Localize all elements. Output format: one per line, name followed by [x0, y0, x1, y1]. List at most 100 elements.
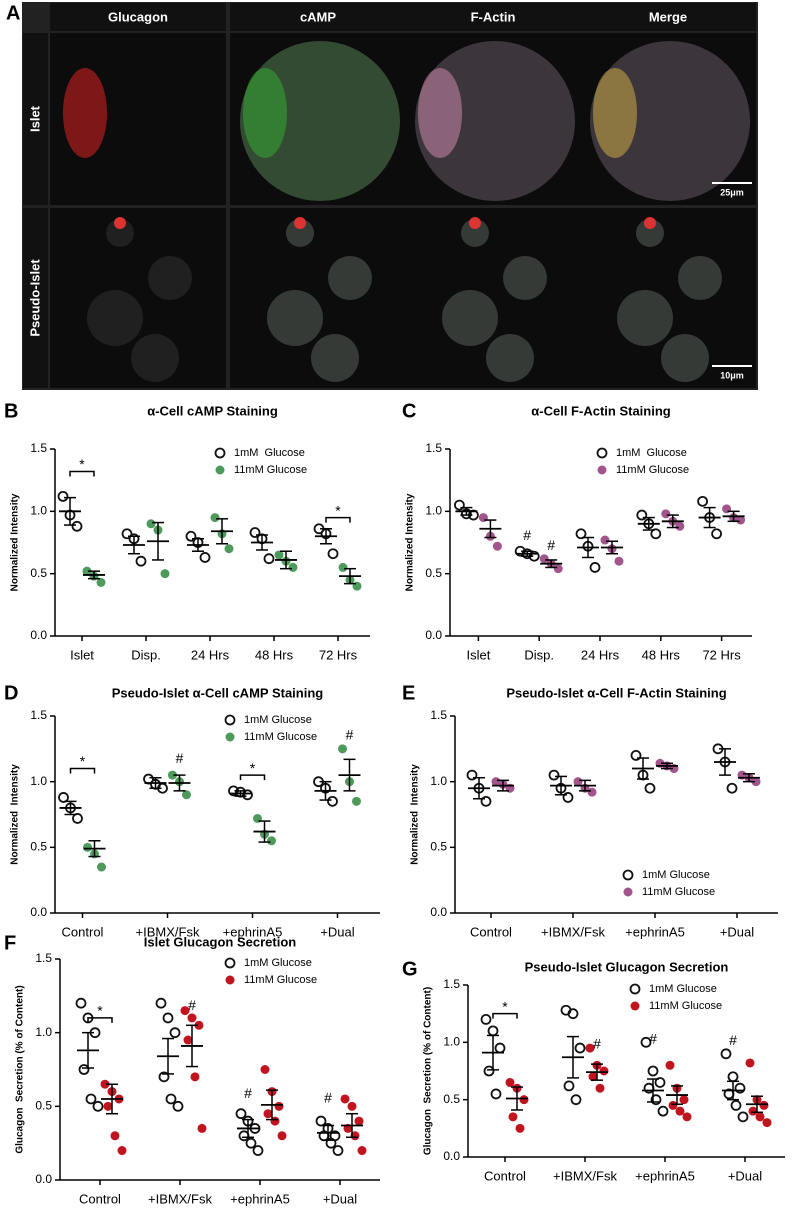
data-point	[187, 1013, 197, 1023]
data-point	[562, 792, 574, 803]
data-point	[327, 795, 338, 807]
data-point	[162, 1012, 174, 1024]
panel-letter: G	[402, 958, 418, 980]
legend-marker	[224, 714, 236, 726]
data-point	[487, 1025, 499, 1037]
data-point	[146, 519, 156, 529]
data-point	[260, 1065, 270, 1074]
stain	[644, 217, 656, 229]
cell-cluster	[267, 290, 323, 346]
data-point	[199, 552, 211, 563]
data-point	[585, 1043, 595, 1053]
data-point	[155, 997, 167, 1009]
data-point	[245, 1137, 257, 1149]
hash-marker: #	[324, 1090, 332, 1106]
data-point	[599, 1066, 609, 1076]
data-point	[644, 782, 656, 794]
data-point	[288, 562, 298, 572]
y-tick-label: 1.0	[443, 1035, 460, 1049]
data-point	[182, 790, 191, 800]
significance-label: *	[250, 760, 256, 776]
data-point	[274, 550, 284, 560]
data-point	[587, 787, 597, 797]
chart: F Islet Glucagon Secretion Glucagon Secret…	[4, 932, 380, 1206]
chart: G Pseudo-Islet Glucagon Secretion Glucagon…	[402, 958, 785, 1183]
column-header: cAMP	[300, 9, 336, 24]
data-point	[573, 777, 583, 787]
panel-letter: A	[6, 2, 20, 24]
stain	[593, 68, 637, 158]
data-point	[727, 1071, 739, 1083]
data-point	[92, 1100, 104, 1112]
data-point	[158, 1071, 170, 1083]
data-point	[235, 1108, 247, 1120]
data-point	[588, 1072, 598, 1082]
x-tick-label: +ephrinA5	[625, 924, 685, 939]
legend-label: 1mM Glucose	[234, 447, 305, 459]
y-tick-label: 0.0	[35, 1172, 52, 1186]
x-tick-label: 48 Hrs	[255, 647, 294, 662]
y-tick-label: 0.0	[425, 628, 442, 642]
data-point	[78, 1064, 90, 1075]
hash-marker: #	[649, 1031, 657, 1047]
legend-label: 11mM Glucose	[234, 464, 307, 476]
data-point	[165, 1093, 177, 1105]
data-point	[759, 1100, 769, 1110]
data-point	[357, 1146, 367, 1156]
data-point	[169, 1027, 181, 1039]
data-point	[242, 789, 253, 801]
row-header: Pseudo-Islet	[27, 259, 42, 337]
row-header-bg	[23, 208, 48, 388]
column-header-bg	[405, 3, 581, 31]
x-tick-label: 72 Hrs	[319, 647, 358, 662]
legend-label: 1mM Glucose	[616, 447, 687, 459]
x-tick-label: +ephrinA5	[223, 924, 283, 939]
legend-label: 1mM Glucose	[244, 957, 312, 969]
significance-bracket	[69, 767, 96, 774]
data-point	[58, 792, 69, 803]
data-point	[736, 515, 746, 525]
data-point	[194, 1020, 204, 1030]
data-point	[661, 509, 671, 519]
data-point	[117, 1146, 127, 1156]
scale-label: 10μm	[720, 370, 744, 380]
cell-cluster	[328, 256, 372, 300]
data-point	[589, 562, 601, 573]
x-tick-label: Islet	[466, 647, 490, 662]
data-point	[168, 770, 177, 780]
cell-cluster	[106, 219, 134, 247]
y-axis-label: Glucagon Secretion (% of Content)	[423, 987, 434, 1155]
legend-label: 1mM Glucose	[649, 983, 717, 995]
data-point	[249, 527, 261, 538]
significance-bracket	[87, 1017, 113, 1023]
x-tick-label: +IBMX/Fsk	[553, 1168, 617, 1183]
scale-label: 25μm	[720, 187, 744, 197]
legend-marker	[629, 983, 641, 995]
hash-marker: #	[176, 750, 184, 766]
data-point	[508, 1112, 518, 1122]
chart: D Pseudo-Islet α-Cell cAMP Staining Normal…	[4, 682, 380, 939]
cell-cluster	[131, 334, 179, 382]
data-point	[574, 1042, 586, 1054]
data-point	[762, 1118, 772, 1128]
data-point	[274, 1101, 284, 1111]
data-point	[505, 1077, 515, 1087]
data-point	[647, 1065, 659, 1077]
data-point	[657, 1105, 669, 1117]
y-tick-label: 1.0	[425, 504, 442, 518]
hash-marker: #	[729, 1032, 737, 1048]
cell-cluster	[148, 256, 192, 300]
cell-cluster	[461, 219, 489, 247]
legend-marker	[215, 465, 225, 475]
data-point	[563, 1080, 575, 1092]
column-header-bg	[580, 3, 756, 31]
data-point	[71, 520, 83, 532]
cell-cluster	[486, 334, 534, 382]
data-point	[347, 1101, 357, 1111]
data-point	[96, 577, 106, 587]
data-point	[675, 1106, 685, 1116]
x-tick-label: +Dual	[720, 924, 754, 939]
y-tick-label: 1.5	[30, 441, 47, 455]
